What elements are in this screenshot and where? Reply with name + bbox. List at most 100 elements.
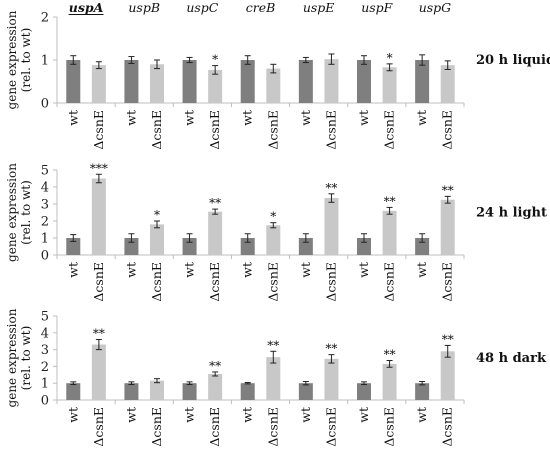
bar-wt-uspB <box>124 238 139 255</box>
x-tick-label: wt <box>182 110 197 126</box>
bar-csnE-uspG <box>440 351 455 400</box>
x-tick-label: wt <box>240 262 255 278</box>
x-tick-label: ΔcsnE <box>440 407 455 447</box>
x-tick-label: ΔcsnE <box>91 407 106 447</box>
significance-marker: ** <box>93 327 105 341</box>
x-tick-label: ΔcsnE <box>323 110 338 150</box>
bar-csnE-uspC <box>208 373 223 400</box>
y-tick-label: 4 <box>41 326 49 341</box>
condition-label: 48 h dark <box>476 351 547 366</box>
x-tick-label: ΔcsnE <box>207 110 222 150</box>
x-tick-label: ΔcsnE <box>323 407 338 447</box>
y-axis-label: gene expression <box>5 308 19 407</box>
y-tick-label: 2 <box>41 215 49 230</box>
x-tick-label: wt <box>240 110 255 126</box>
y-tick-label: 3 <box>41 198 49 213</box>
bar-csnE-uspA <box>91 178 106 255</box>
x-tick-label: ΔcsnE <box>149 110 164 150</box>
x-tick-label: wt <box>414 407 429 423</box>
bar-csnE-uspG <box>440 199 455 255</box>
y-axis-label: (rel. to wt) <box>19 180 33 245</box>
bar-wt-uspA <box>66 60 81 103</box>
bar-wt-uspC <box>182 60 197 103</box>
significance-marker: ** <box>442 332 454 346</box>
x-tick-label: ΔcsnE <box>91 262 106 302</box>
bar-wt-uspF <box>356 238 371 255</box>
condition-label: 24 h light <box>476 206 547 221</box>
bar-wt-uspE <box>298 60 313 103</box>
bar-wt-creB <box>240 238 255 255</box>
bar-csnE-uspA <box>91 65 106 103</box>
x-tick-label: wt <box>356 110 371 126</box>
y-tick-label: 0 <box>41 249 49 264</box>
x-tick-label: wt <box>123 262 138 278</box>
significance-marker: ** <box>267 338 279 352</box>
bar-wt-uspA <box>66 238 81 255</box>
significance-marker: ** <box>209 196 221 210</box>
bar-wt-uspC <box>182 238 197 255</box>
gene-label-creB: creB <box>246 0 276 15</box>
bar-csnE-uspF <box>382 363 397 400</box>
bar-csnE-creB <box>266 225 281 255</box>
y-tick-label: 3 <box>41 343 49 358</box>
x-tick-label: ΔcsnE <box>265 262 280 302</box>
gene-label-uspG: uspG <box>419 0 451 15</box>
significance-marker: ** <box>325 342 337 356</box>
gene-label-uspB: uspB <box>128 0 160 15</box>
x-tick-label: ΔcsnE <box>440 110 455 150</box>
x-tick-label: wt <box>65 407 80 423</box>
bar-wt-uspA <box>66 383 81 400</box>
x-tick-label: ΔcsnE <box>382 262 397 302</box>
y-tick-label: 1 <box>41 232 49 247</box>
condition-label: 20 h liquid <box>476 53 550 68</box>
y-tick-label: 1 <box>41 377 49 392</box>
bar-wt-uspE <box>298 383 313 400</box>
x-tick-label: wt <box>414 110 429 126</box>
x-tick-label: wt <box>356 262 371 278</box>
gene-label-uspF: uspF <box>361 0 393 15</box>
x-tick-label: wt <box>240 407 255 423</box>
gene-label-uspE: uspE <box>303 0 335 15</box>
x-tick-label: wt <box>182 407 197 423</box>
y-tick-label: 5 <box>41 164 49 179</box>
bar-csnE-uspE <box>324 59 339 103</box>
y-tick-label: 0 <box>41 97 49 112</box>
significance-marker: * <box>387 51 393 65</box>
x-tick-label: wt <box>298 110 313 126</box>
bar-wt-uspG <box>415 60 430 103</box>
bar-csnE-uspC <box>208 69 223 103</box>
bar-csnE-uspB <box>150 64 165 103</box>
bar-csnE-uspF <box>382 67 397 103</box>
y-tick-label: 5 <box>41 310 49 325</box>
x-tick-label: wt <box>356 407 371 423</box>
bar-wt-uspG <box>415 238 430 255</box>
x-tick-label: wt <box>298 262 313 278</box>
significance-marker: ** <box>384 348 396 362</box>
gene-label-uspA: uspA <box>69 0 104 15</box>
bar-wt-uspC <box>182 383 197 400</box>
bar-csnE-uspG <box>440 65 455 103</box>
significance-marker: ** <box>209 359 221 373</box>
x-tick-label: ΔcsnE <box>149 262 164 302</box>
x-tick-label: ΔcsnE <box>382 407 397 447</box>
bar-csnE-creB <box>266 68 281 103</box>
y-tick-label: 1 <box>41 54 49 69</box>
x-tick-label: ΔcsnE <box>323 262 338 302</box>
bar-wt-uspE <box>298 238 313 255</box>
bar-csnE-uspE <box>324 358 339 400</box>
x-tick-label: wt <box>182 262 197 278</box>
bar-wt-creB <box>240 60 255 103</box>
x-tick-label: wt <box>123 407 138 423</box>
bar-csnE-creB <box>266 357 281 400</box>
y-axis-label: (rel. to wt) <box>19 28 33 93</box>
significance-marker: ** <box>384 194 396 208</box>
gene-label-uspC: uspC <box>186 0 218 15</box>
x-tick-label: ΔcsnE <box>207 262 222 302</box>
x-tick-label: wt <box>123 110 138 126</box>
significance-marker: * <box>270 210 276 224</box>
y-axis-label: gene expression <box>5 10 19 109</box>
bar-csnE-uspE <box>324 198 339 255</box>
significance-marker: *** <box>90 161 108 175</box>
x-tick-label: wt <box>65 262 80 278</box>
bar-wt-uspF <box>356 60 371 103</box>
